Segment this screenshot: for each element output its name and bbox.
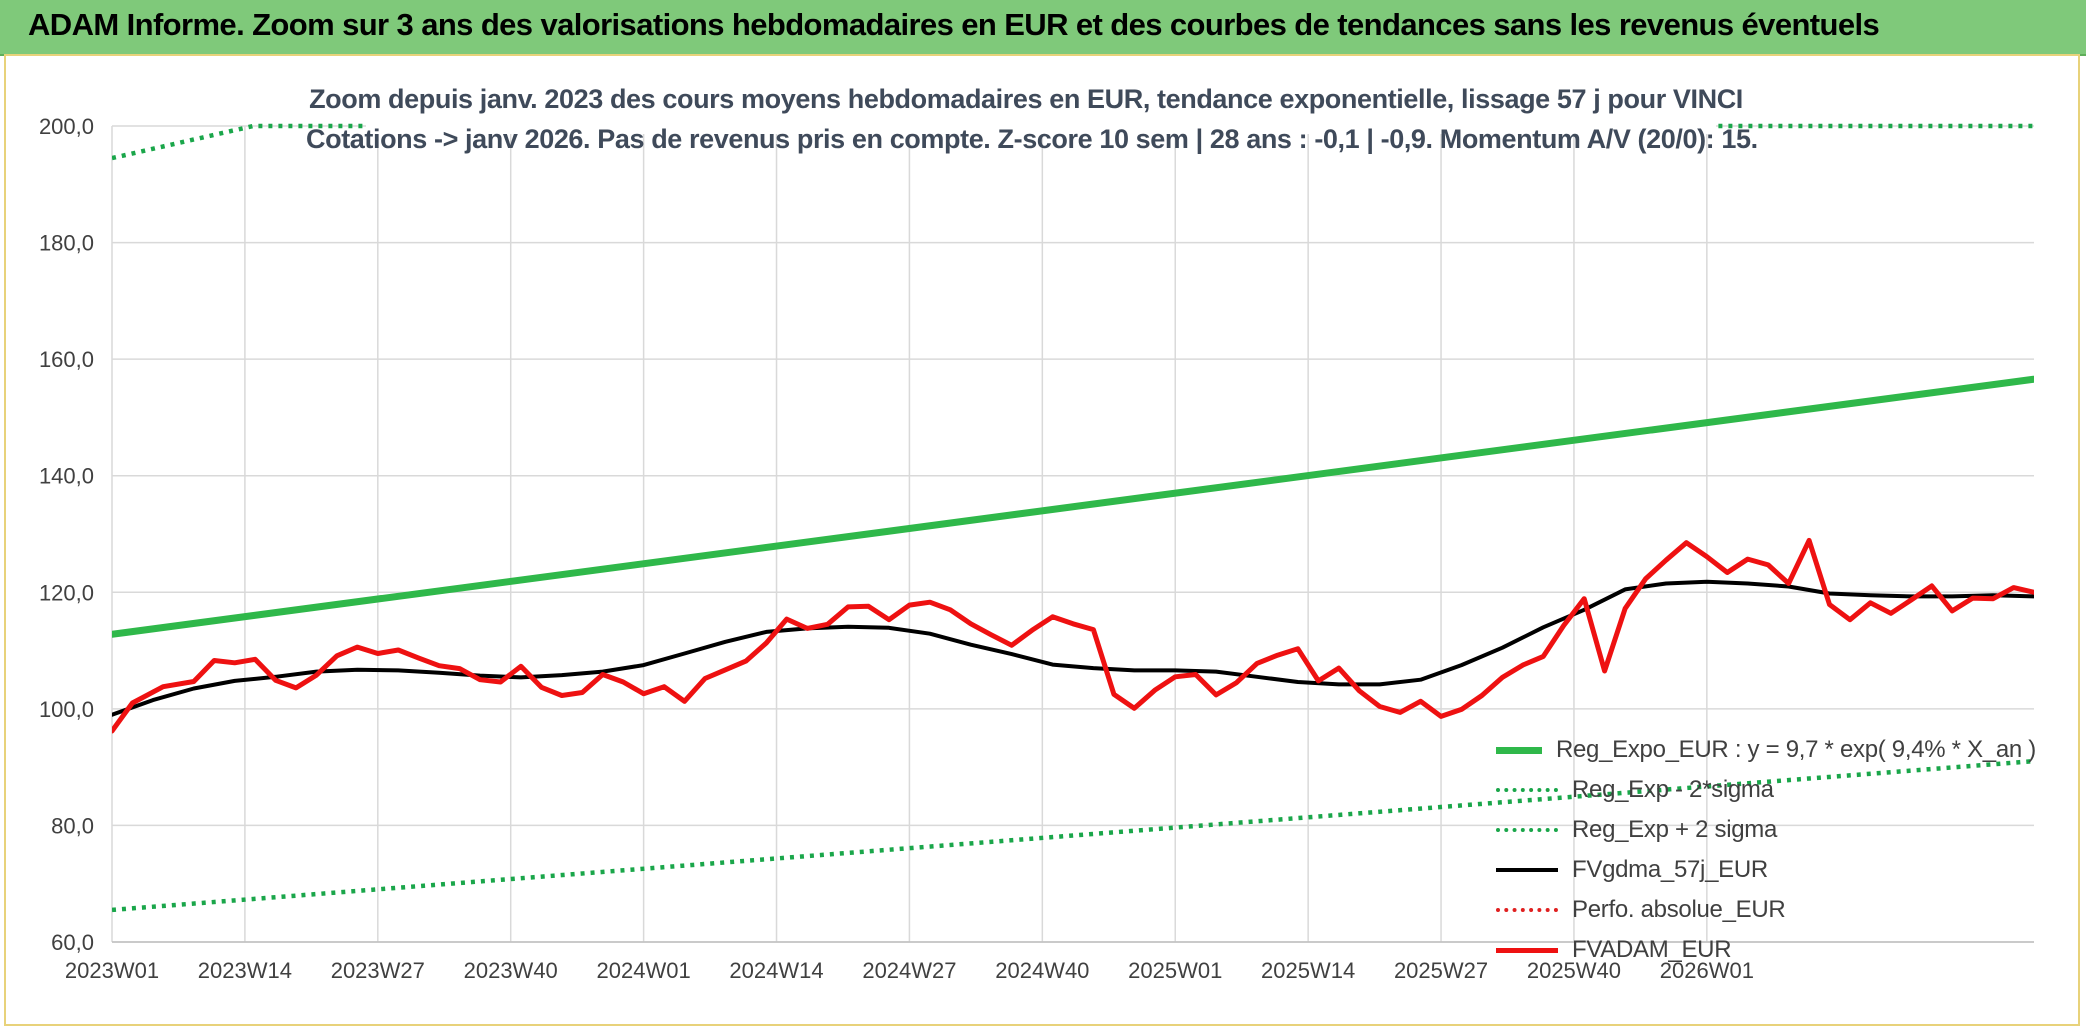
x-tick-label: 2024W14 — [729, 958, 823, 983]
x-tick-label: 2026W01 — [1660, 958, 1754, 983]
x-tick-label: 2023W01 — [65, 958, 159, 983]
y-tick-label: 100,0 — [39, 697, 94, 722]
chart-title: Zoom depuis janv. 2023 des cours moyens … — [309, 84, 1743, 114]
legend-label: Reg_Exp + 2 sigma — [1572, 816, 1778, 843]
legend-swatch — [1496, 947, 1558, 953]
x-tick-label: 2024W40 — [995, 958, 1089, 983]
y-tick-label: 180,0 — [39, 231, 94, 256]
x-tick-label: 2024W27 — [862, 958, 956, 983]
x-tick-label: 2025W14 — [1261, 958, 1355, 983]
x-tick-label: 2023W27 — [331, 958, 425, 983]
y-tick-label: 160,0 — [39, 347, 94, 372]
legend-swatch — [1496, 828, 1558, 832]
legend-swatch — [1496, 788, 1558, 792]
series-line-5 — [112, 537, 2034, 734]
chart-legend: Reg_Expo_EUR : y = 9,7 * exp( 9,4% * X_a… — [1496, 730, 2036, 970]
legend-label: Perfo. absolue_EUR — [1572, 896, 1786, 923]
report-title: ADAM Informe. Zoom sur 3 ans des valoris… — [28, 7, 1880, 42]
legend-item: FVADAM_EUR — [1496, 930, 2036, 970]
series-line-3 — [112, 579, 2034, 717]
series-line-1 — [112, 758, 2034, 913]
series-line-0 — [112, 375, 2034, 638]
x-tick-label: 2025W27 — [1394, 958, 1488, 983]
legend-label: Reg_Expo_EUR : y = 9,7 * exp( 9,4% * X_a… — [1555, 736, 2036, 763]
y-tick-label: 120,0 — [39, 580, 94, 605]
x-tick-label: 2025W01 — [1128, 958, 1222, 983]
title-mask — [366, 118, 1716, 134]
y-tick-label: 140,0 — [39, 464, 94, 489]
legend-item: FVgdma_57j_EUR — [1496, 850, 2036, 890]
legend-label: FVgdma_57j_EUR — [1572, 856, 1768, 883]
legend-swatch — [1496, 908, 1558, 912]
chart-subtitle: Cotations -> janv 2026. Pas de revenus p… — [306, 124, 1758, 154]
y-tick-label: 80,0 — [51, 813, 94, 838]
legend-item: Reg_Expo_EUR : y = 9,7 * exp( 9,4% * X_a… — [1496, 730, 2036, 770]
y-tick-label: 200,0 — [39, 114, 94, 139]
legend-item: Reg_Exp + 2 sigma — [1496, 810, 2036, 850]
report-banner: ADAM Informe. Zoom sur 3 ans des valoris… — [0, 0, 2086, 56]
x-tick-label: 2023W14 — [198, 958, 292, 983]
legend-label: Reg_Exp - 2*sigma — [1572, 776, 1774, 803]
x-tick-label: 2024W01 — [597, 958, 691, 983]
y-tick-label: 60,0 — [51, 930, 94, 955]
x-tick-label: 2023W40 — [464, 958, 558, 983]
legend-swatch — [1496, 868, 1558, 872]
legend-swatch — [1496, 746, 1542, 754]
legend-item: Perfo. absolue_EUR — [1496, 890, 2036, 930]
legend-label: FVADAM_EUR — [1572, 936, 1732, 963]
line-chart: 60,0 80,0 100,0 120,0 140,0 160,0 180,0 200,0 20… — [39, 114, 2034, 983]
chart-frame: 60,0 80,0 100,0 120,0 140,0 160,0 180,0 200,0 20… — [4, 54, 2080, 1026]
x-tick-label: 2025W40 — [1527, 958, 1621, 983]
legend-item: Reg_Exp - 2*sigma — [1496, 770, 2036, 810]
